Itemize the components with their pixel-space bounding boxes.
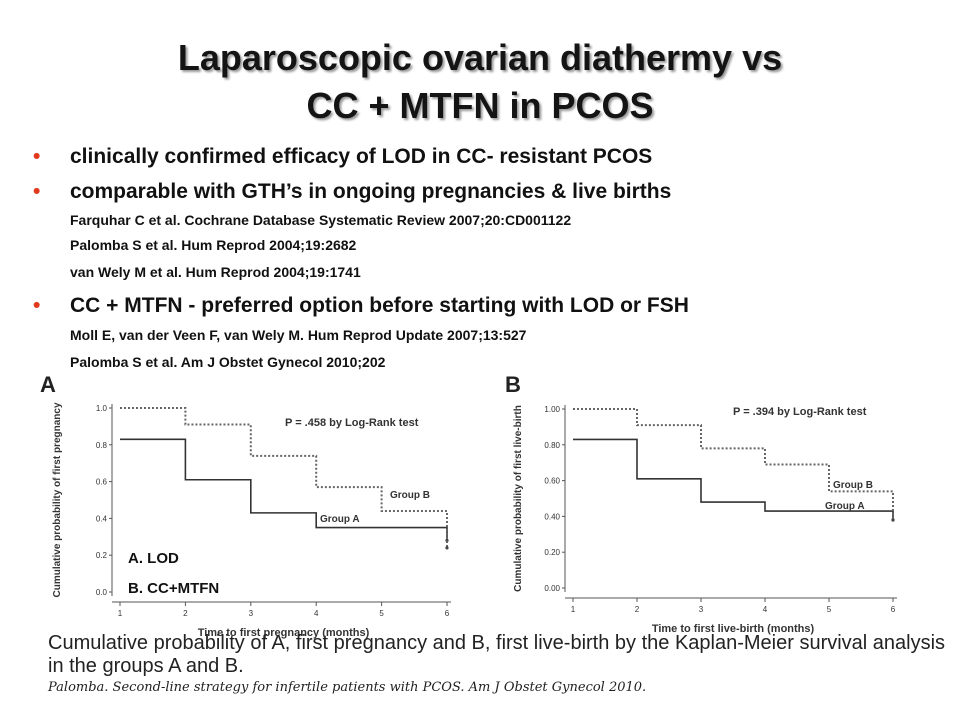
y-tick-label: 0.40 (544, 512, 560, 521)
chart-panel-b: B 0.00 0.20 0.40 0.60 0.80 1.00 1 2 3 4 5 6 Cumulativ… (505, 372, 930, 640)
x-axis-label: Time to first live-birth (months) (652, 623, 815, 635)
chart-panel-a: A 0.0 0.2 0.4 0.6 0.8 1.0 1 2 3 4 5 6 Cumulative prob… (40, 372, 480, 640)
y-tick-label: 1.00 (544, 405, 560, 414)
p-value-annotation: P = .458 by Log-Rank test (285, 417, 419, 429)
figure-source: Palomba. Second-line strategy for infert… (48, 680, 647, 695)
x-tick-label: 1 (571, 605, 576, 614)
y-tick-label: 0.80 (544, 441, 560, 450)
reference: Moll E, van der Veen F, van Wely M. Hum … (70, 327, 527, 343)
bullet-1: • clinically confirmed efficacy of LOD in… (33, 145, 652, 169)
slide-title: Laparoscopic ovarian diathermy vs CC + M… (0, 34, 960, 130)
x-tick-label: 2 (183, 609, 188, 618)
series-line-group-b (120, 407, 448, 548)
x-tick-label: 5 (379, 609, 384, 618)
panel-label: B (505, 372, 521, 397)
x-tick-label: 4 (763, 605, 768, 614)
y-axis-label: Cumulative probability of first pregnanc… (52, 402, 63, 597)
reference: Palomba S et al. Am J Obstet Gynecol 201… (70, 354, 386, 370)
series-line-group-a (120, 438, 448, 541)
x-axis-label: Time to first pregnancy (months) (198, 627, 370, 639)
reference: Farquhar C et al. Cochrane Database Syst… (70, 212, 572, 228)
y-tick-label: 1.0 (96, 404, 108, 413)
reference: van Wely M et al. Hum Reprod 2004;19:174… (70, 264, 361, 280)
series-label: Group B (390, 490, 430, 501)
title-line-2: CC + MTFN in PCOS (306, 85, 654, 126)
legend-item-a: A. LOD (128, 550, 179, 567)
x-tick-label: 2 (635, 605, 640, 614)
reference: Palomba S et al. Hum Reprod 2004;19:2682 (70, 237, 357, 253)
bullet-dot-icon: • (33, 294, 41, 317)
y-tick-label: 0.60 (544, 477, 560, 486)
y-tick-label: 0.2 (96, 551, 108, 560)
x-tick-label: 6 (891, 605, 896, 614)
bullet-text: clinically confirmed efficacy of LOD in … (70, 145, 653, 168)
y-axis-label: Cumulative probability of first live-bir… (513, 405, 524, 592)
bullet-text: CC + MTFN - preferred option before star… (70, 294, 689, 317)
y-tick-label: 0.20 (544, 548, 560, 557)
y-tick-label: 0.4 (96, 514, 108, 523)
bullet-3: • CC + MTFN - preferred option before sta… (33, 294, 689, 318)
y-tick-label: 0.00 (544, 584, 560, 593)
series-label: Group A (825, 501, 865, 512)
y-tick-label: 0.6 (96, 478, 108, 487)
series-label: Group A (320, 514, 360, 525)
bullet-dot-icon: • (33, 145, 41, 168)
x-tick-label: 4 (314, 609, 319, 618)
figure-legend: A. LOD B. CC+MTFN (128, 544, 219, 604)
bullet-dot-icon: • (33, 180, 41, 203)
series-end-marker-group-b (891, 518, 895, 522)
legend-item-b: B. CC+MTFN (128, 580, 220, 597)
bullet-2: • comparable with GTH’s in ongoing pregna… (33, 180, 671, 204)
series-line-group-a (573, 438, 894, 520)
panel-label: A (40, 372, 56, 397)
y-tick-label: 0.8 (96, 441, 108, 450)
x-tick-label: 3 (249, 609, 254, 618)
km-chart-live-birth: B 0.00 0.20 0.40 0.60 0.80 1.00 1 2 3 4 5 6 Cumulativ… (505, 372, 897, 635)
caption-text: Cumulative probability of A, first pregn… (48, 632, 946, 654)
series-label: Group B (833, 480, 873, 491)
x-tick-label: 5 (827, 605, 832, 614)
x-tick-label: 1 (118, 609, 123, 618)
p-value-annotation: P = .394 by Log-Rank test (733, 406, 867, 418)
y-tick-label: 0.0 (96, 588, 108, 597)
km-chart-pregnancy: A 0.0 0.2 0.4 0.6 0.8 1.0 1 2 3 4 5 6 Cumulative prob… (40, 372, 451, 639)
figure-caption-line-1: Cumulative probability of A, first pregn… (48, 632, 945, 655)
bullet-text: comparable with GTH’s in ongoing pregnan… (70, 180, 672, 203)
series-end-marker-group-b (445, 546, 449, 550)
x-tick-label: 6 (445, 609, 450, 618)
figure-caption-line-2: in the groups A and B. (48, 655, 244, 677)
x-tick-label: 3 (699, 605, 704, 614)
title-line-1: Laparoscopic ovarian diathermy vs (177, 37, 783, 78)
